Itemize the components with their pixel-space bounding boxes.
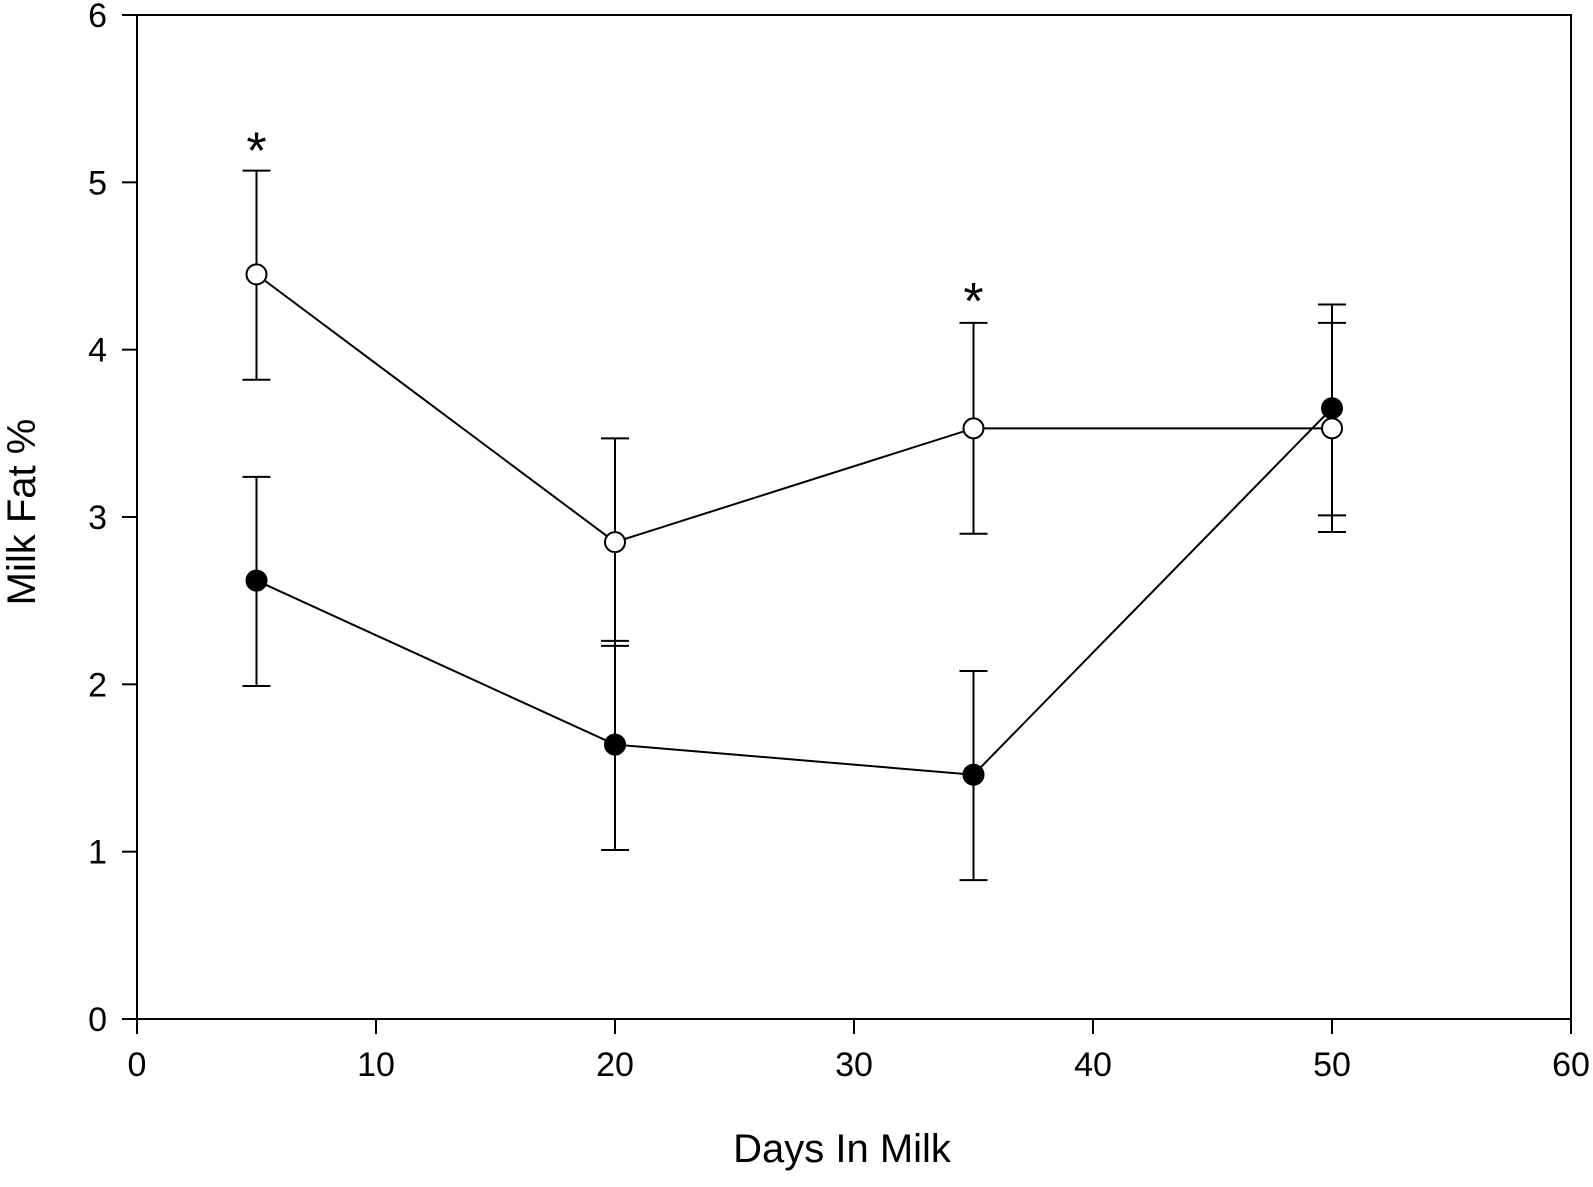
- y-axis: 0 1 2 3 4 5 6: [88, 0, 137, 1039]
- plot-frame: [136, 14, 1572, 1020]
- open-circle-point: [604, 531, 626, 554]
- y-tick-label: 6: [88, 0, 107, 35]
- filled-circle-point: [245, 569, 268, 592]
- annotations: **: [246, 123, 983, 332]
- x-tick-label: 30: [835, 1046, 873, 1084]
- x-tick-label: 10: [357, 1046, 395, 1084]
- y-tick-label: 3: [88, 499, 107, 537]
- filled-circle-point: [1321, 397, 1343, 420]
- series-area: [242, 169, 1346, 882]
- filled-circle-point: [962, 763, 985, 786]
- open-circle-point: [245, 263, 268, 286]
- series-2-line: [256, 407, 1333, 776]
- series-2-group: [242, 303, 1346, 882]
- open-circle-point: [1321, 417, 1343, 440]
- x-axis: 0 10 20 30 40 50 60: [128, 1019, 1590, 1084]
- series-1-line: [255, 273, 1332, 544]
- x-tick-label: 60: [1552, 1046, 1590, 1084]
- filled-circle-point: [604, 733, 626, 756]
- significance-asterisk: *: [246, 123, 266, 181]
- y-tick-label: 5: [88, 164, 107, 202]
- y-tick-label: 0: [88, 1001, 107, 1039]
- x-tick-label: 0: [128, 1046, 147, 1084]
- open-circle-point: [962, 417, 985, 440]
- plot-frame-rect: [136, 14, 1572, 1020]
- x-axis-title: Days In Milk: [733, 1127, 952, 1171]
- x-tick-label: 20: [596, 1046, 634, 1084]
- y-tick-label: 4: [88, 332, 107, 370]
- y-tick-label: 2: [88, 666, 107, 704]
- y-axis-title: Milk Fat %: [0, 419, 44, 606]
- series-1-group: [242, 169, 1346, 647]
- x-tick-label: 40: [1074, 1046, 1112, 1084]
- significance-asterisk: *: [963, 273, 983, 331]
- x-tick-label: 50: [1313, 1046, 1351, 1084]
- y-tick-label: 1: [88, 834, 107, 872]
